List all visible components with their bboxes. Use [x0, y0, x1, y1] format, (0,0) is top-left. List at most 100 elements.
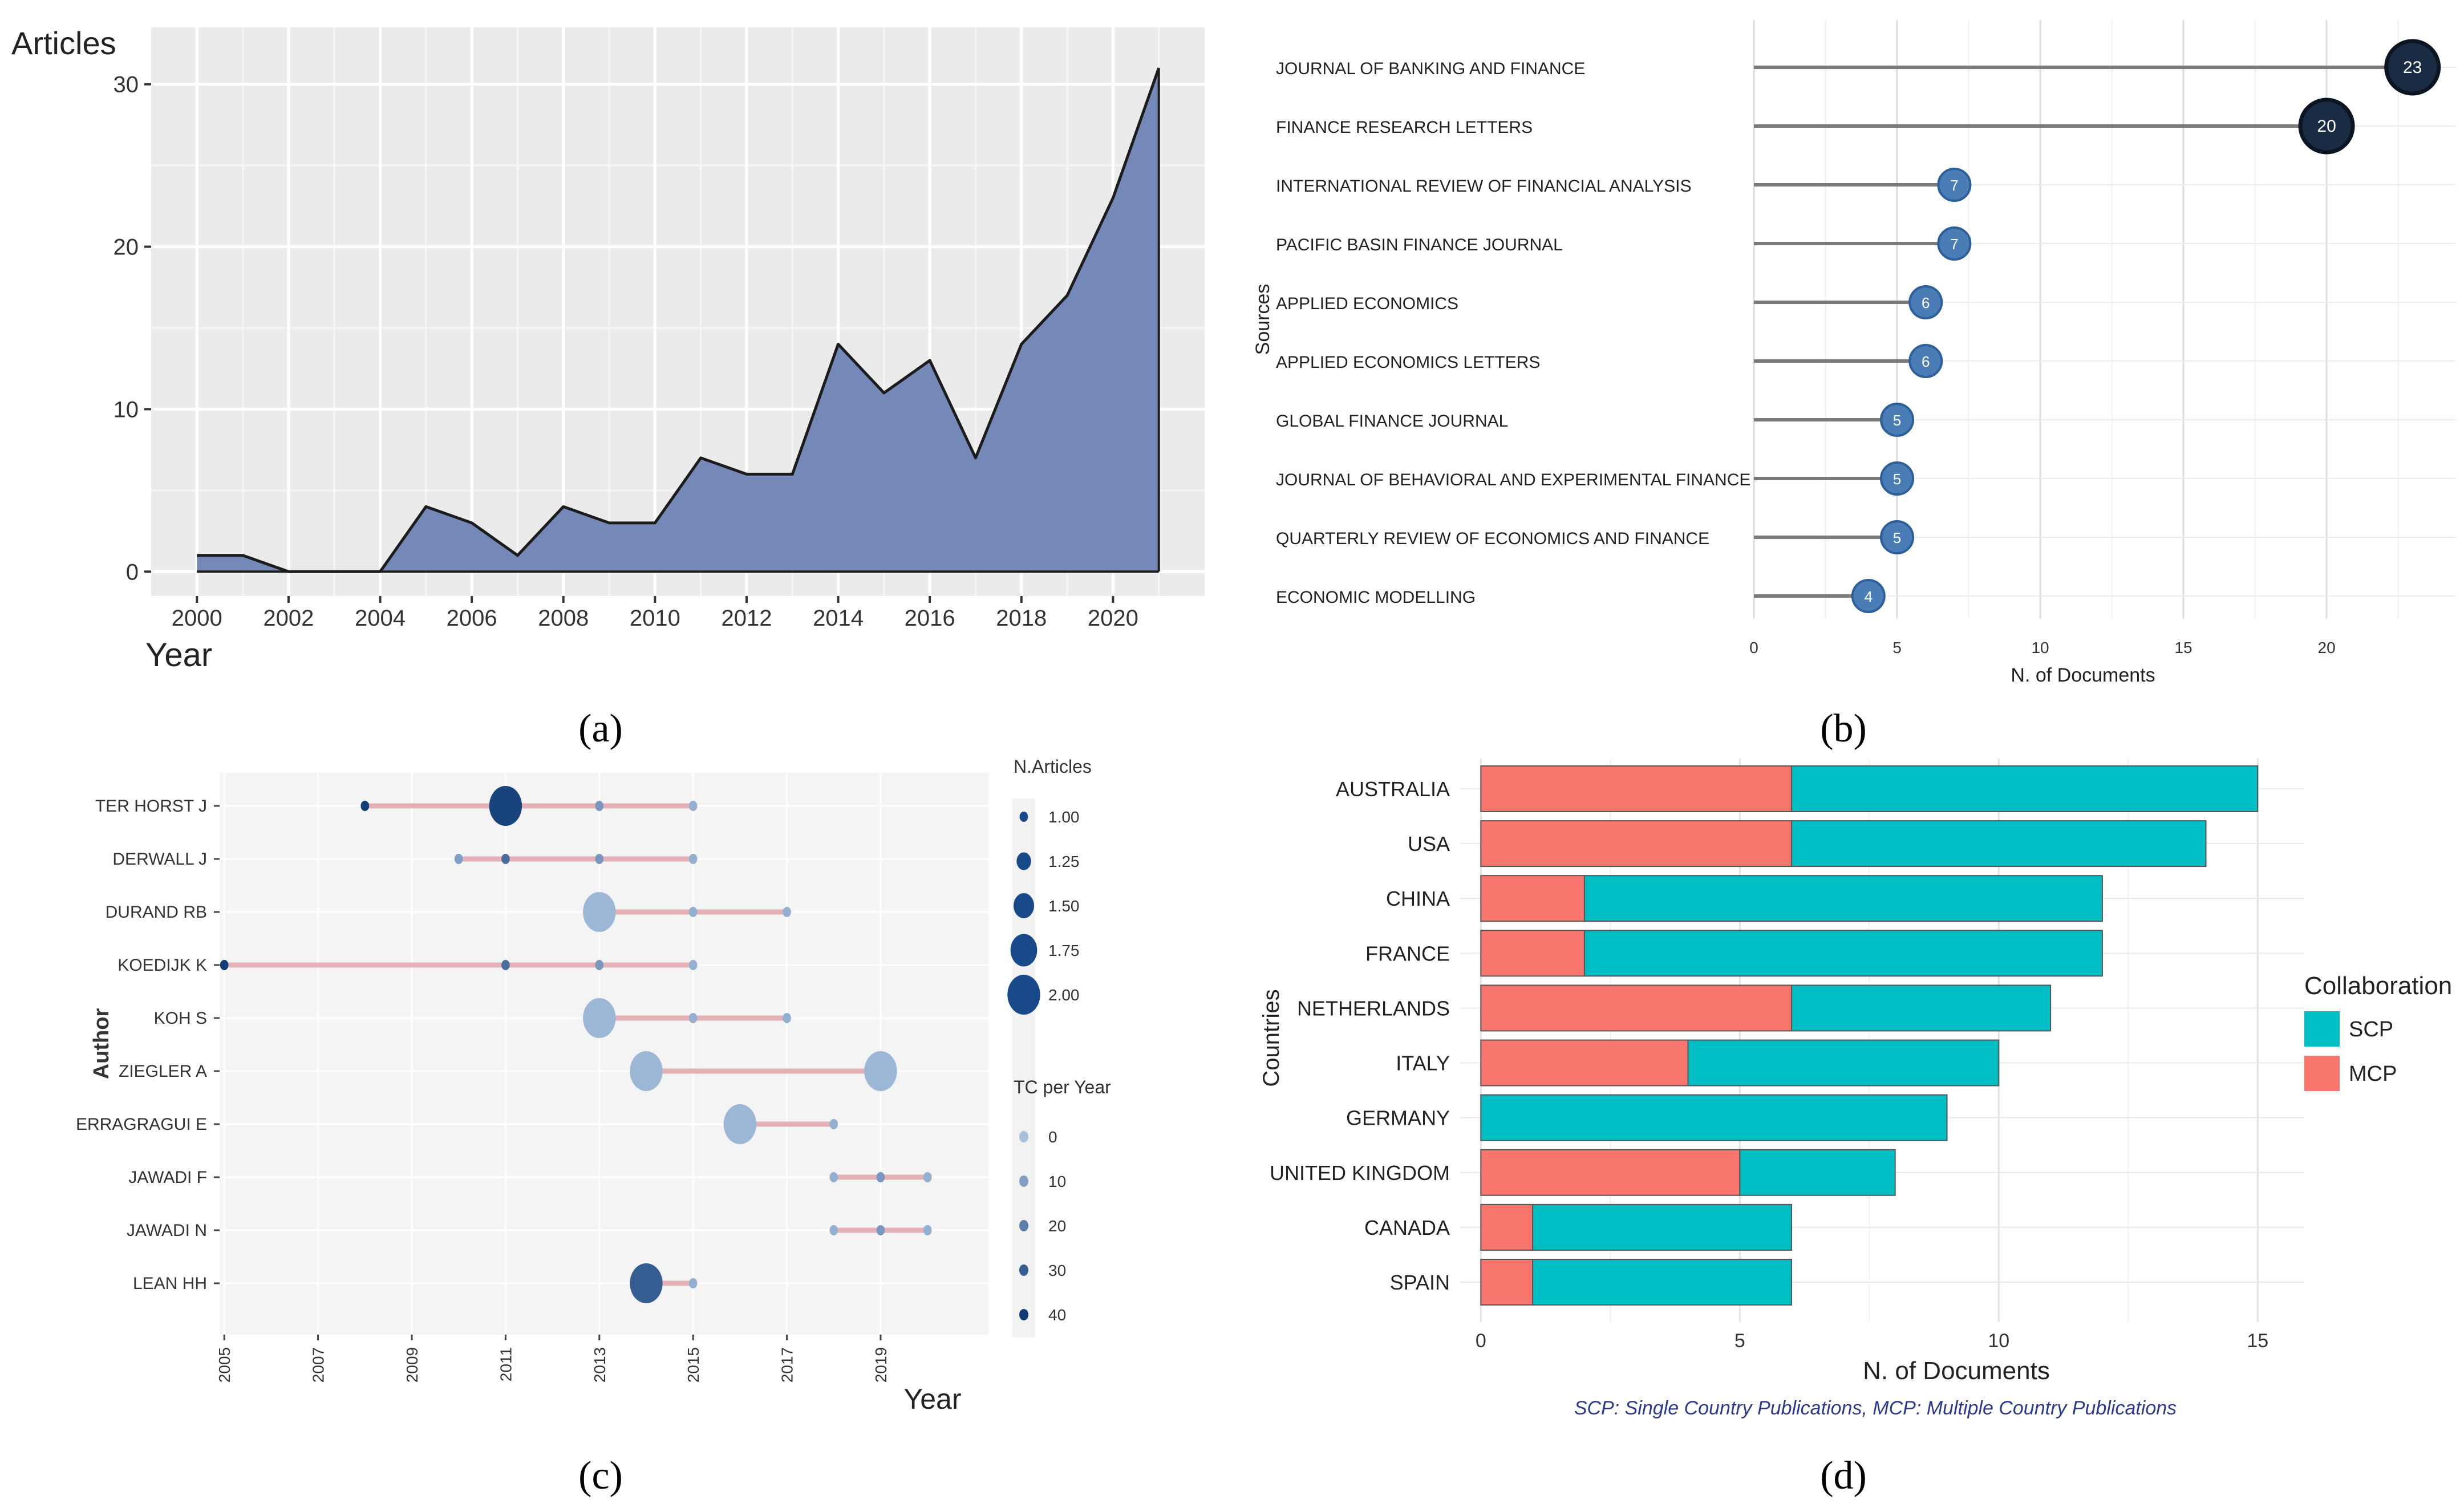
panel-c-article-dot — [829, 1172, 838, 1182]
panel-c-article-dot — [688, 1013, 698, 1023]
panel-d-bar-scp — [1480, 1094, 1948, 1141]
panel-d-country-label: UNITED KINGDOM — [1270, 1161, 1450, 1185]
panel-d-bar-scp — [1583, 930, 2103, 977]
panel-c-legend-size-dot — [1016, 852, 1031, 870]
panel-c-label: (c) — [578, 1454, 623, 1498]
panel-a-x-tick-label: 2010 — [630, 606, 680, 631]
panel-d-bar-scp — [1791, 820, 2207, 867]
panel-a-x-tick-label: 2000 — [172, 606, 222, 631]
panel-a-x-axis-title: Year — [145, 637, 212, 674]
panel-b-dot-label: 20 — [2317, 117, 2336, 136]
panel-d-country-label: FRANCE — [1365, 942, 1450, 965]
panel-b-lollipop-dot — [1908, 344, 1943, 378]
panel-b-lollipop-dot — [1880, 403, 1915, 437]
panel-d-bar-mcp — [1480, 930, 1585, 977]
panel-c-legend-size-label: 1.00 — [1048, 808, 1080, 826]
panel-c-article-dot — [688, 907, 698, 917]
panel-c-legend-size-dot — [1019, 812, 1028, 822]
panel-d-label: (d) — [1820, 1454, 1867, 1498]
panel-d-legend-label: MCP — [2349, 1062, 2397, 1086]
panel-b-lollipop-dot — [1880, 520, 1915, 554]
panel-c-article-dot — [501, 854, 510, 864]
panel-b-x-tick-label: 15 — [2174, 639, 2192, 656]
panel-c-article-dot — [864, 1051, 897, 1091]
panel-c-legend-color-label: 10 — [1048, 1173, 1066, 1190]
panel-a-y-axis-title: Articles — [11, 25, 116, 61]
panel-c-author-label: ERRAGRAGUI E — [76, 1115, 207, 1134]
panel-c-legend-background — [1012, 798, 1035, 1337]
panel-b-x-tick-label: 0 — [1749, 639, 1758, 656]
panel-a-y-tick-label: 10 — [114, 397, 139, 422]
panel-c-legend-color-dot — [1019, 1309, 1028, 1320]
panel-c-legend-color-label: 0 — [1048, 1128, 1057, 1146]
panel-c-legend-color-dot — [1019, 1220, 1028, 1231]
panel-a-x-tick-label: 2006 — [447, 606, 497, 631]
panel-c-legend-color-title: TC per Year — [1014, 1077, 1111, 1097]
panel-b-lollipop-dot — [1937, 226, 1972, 261]
panel-b-source-label: GLOBAL FINANCE JOURNAL — [1276, 412, 1508, 431]
panel-c-x-axis-title: Year — [903, 1383, 961, 1415]
panel-d-legend-swatch — [2304, 1056, 2340, 1091]
panel-c-article-dot — [630, 1051, 663, 1091]
panel-c-article-dot — [688, 960, 698, 970]
panel-c-article-dot — [876, 1172, 885, 1182]
panel-d-country-label: USA — [1408, 832, 1450, 856]
panel-c-x-tick-label: 2007 — [310, 1347, 327, 1383]
panel-b-dot-label: 5 — [1893, 471, 1901, 488]
panel-c-x-tick-label: 2011 — [497, 1347, 514, 1381]
panel-c-article-dot — [360, 801, 370, 811]
panel-a-y-tick-label: 20 — [114, 235, 139, 260]
panel-c-article-dot — [829, 1119, 838, 1129]
panel-b-lollipop-chart: 0 5 10 15 20 JOURNAL OF BANKING AND FINANCE 2… — [1252, 20, 2455, 751]
panel-a-x-tick-label: 2008 — [538, 606, 589, 631]
panel-c-author-label: ZIEGLER A — [119, 1062, 207, 1081]
panel-d-bar-scp — [1687, 1039, 2000, 1087]
panel-b-dot-label: 6 — [1922, 353, 1930, 370]
panel-d-x-tick-label: 5 — [1734, 1330, 1745, 1352]
panel-c-article-dot — [783, 1013, 791, 1023]
panel-d-legend-label: SCP — [2349, 1017, 2393, 1041]
panel-d-bar-scp — [1583, 875, 2103, 922]
panel-c-plot-background — [220, 773, 988, 1335]
panel-d-bar-mcp — [1480, 820, 1793, 867]
panel-c-article-dot — [454, 854, 463, 864]
panel-c-legend-color-dot — [1019, 1175, 1028, 1187]
panel-d-bar-mcp — [1480, 1149, 1741, 1196]
panel-c-author-label: KOH S — [154, 1009, 207, 1028]
panel-a-label: (a) — [578, 707, 623, 751]
panel-d-caption: SCP: Single Country Publications, MCP: M… — [1574, 1397, 2177, 1419]
panel-c-x-tick-label: 2017 — [779, 1347, 796, 1383]
panel-d-legend-swatch — [2304, 1011, 2340, 1047]
panel-c-author-label: LEAN HH — [133, 1274, 207, 1293]
panel-c-article-dot — [829, 1225, 838, 1235]
panel-d-bar-mcp — [1480, 875, 1585, 922]
panel-c-legend-size-label: 1.25 — [1048, 853, 1080, 870]
panel-c-article-dot — [595, 960, 604, 970]
panel-b-lollipop-dot — [1937, 168, 1972, 202]
panel-b-dot-label: 5 — [1893, 529, 1901, 546]
panel-d-bar-mcp — [1480, 765, 1793, 812]
panel-a-x-tick-label: 2018 — [996, 606, 1047, 631]
panel-d-bar-scp — [1791, 765, 2259, 812]
panel-d-country-label: AUSTRALIA — [1336, 777, 1450, 801]
panel-b-dot-label: 4 — [1865, 588, 1873, 605]
panel-d-bar-scp — [1791, 984, 2052, 1032]
panel-c-article-dot — [688, 854, 698, 864]
panel-c-author-label: JAWADI F — [128, 1168, 207, 1187]
panel-b-dot-label: 23 — [2403, 58, 2422, 77]
panel-a-area-fill — [197, 68, 1159, 572]
panel-b-source-label: JOURNAL OF BEHAVIORAL AND EXPERIMENTAL F… — [1276, 471, 1750, 489]
panel-b-x-tick-label: 10 — [2031, 639, 2049, 656]
panel-d-x-tick-label: 0 — [1476, 1330, 1486, 1352]
panel-b-x-tick-label: 20 — [2318, 639, 2336, 656]
panel-c-legend-color-dot — [1019, 1264, 1028, 1276]
panel-c-legend-size-label: 1.50 — [1048, 897, 1080, 915]
panel-c-author-timeline: 2005 2007 2009 2011 2013 2015 2017 2019 TER HOR… — [76, 756, 1111, 1498]
panel-d-x-axis-title: N. of Documents — [1863, 1357, 2050, 1385]
panel-c-legend-color-label: 30 — [1048, 1262, 1066, 1279]
panel-d-x-tick-label: 15 — [2247, 1330, 2268, 1352]
panel-c-legend-size-dot — [1010, 934, 1038, 967]
panel-b-dot-label: 5 — [1893, 412, 1901, 429]
panel-a-x-tick-label: 2004 — [355, 606, 406, 631]
